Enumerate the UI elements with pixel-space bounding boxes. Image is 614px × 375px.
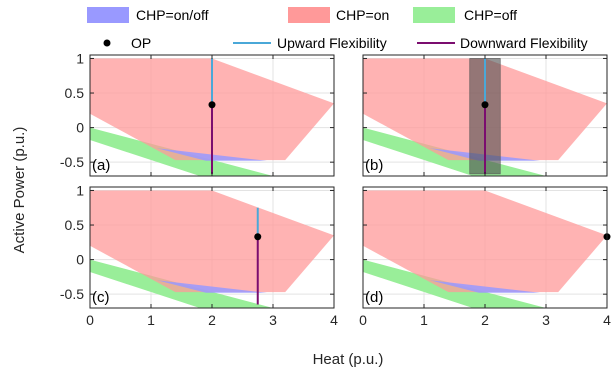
x-tick-label: 2	[208, 312, 216, 328]
legend-label-upward-flexibility: Upward Flexibility	[277, 35, 387, 51]
y-tick-label: 0	[76, 120, 84, 136]
legend-label-op: OP	[131, 35, 151, 51]
x-tick-label: 1	[420, 312, 428, 328]
y-axis-label: Active Power (p.u.)	[11, 127, 28, 254]
operating-point	[254, 233, 262, 241]
y-tick-label: -0.5	[60, 154, 84, 170]
panels: 10.50-0.5 (a) (b)10.50-0.50 1 2 3 4(c)0 1 2 3 4(d)	[60, 50, 611, 328]
panel-c: 10.50-0.50 1 2 3 4(c)	[60, 182, 338, 328]
region-chp-on	[363, 190, 607, 293]
operating-point	[208, 101, 216, 109]
x-tick-label: 4	[330, 312, 338, 328]
panel-b: (b)	[362, 54, 608, 177]
x-tick-label: 0	[359, 312, 367, 328]
x-tick-label: 2	[481, 312, 489, 328]
x-tick-label: 0	[86, 312, 94, 328]
panel-label: (a)	[92, 157, 110, 174]
legend: CHP=on/off CHP=on CHP=off OP Upward Flexibil…	[87, 7, 588, 51]
panel-d: 0 1 2 3 4 (d)	[359, 186, 611, 328]
x-tick-label: 3	[269, 312, 277, 328]
y-tick-label: 0	[76, 252, 84, 268]
y-tick-label: 1	[76, 50, 84, 66]
y-tick-label: 0.5	[65, 217, 85, 233]
x-axis-label: Heat (p.u.)	[313, 351, 384, 368]
legend-label-chp-on: CHP=on	[336, 7, 389, 23]
y-tick-label: 1	[76, 182, 84, 198]
region-chp-off	[90, 259, 273, 308]
legend-label-downward-flexibility: Downward Flexibility	[460, 35, 588, 51]
region-chp-off	[363, 259, 546, 308]
legend-swatch-chp-on-off	[87, 7, 129, 23]
legend-marker-op	[103, 39, 111, 47]
x-tick-label: 3	[542, 312, 550, 328]
region-chp-on	[90, 190, 334, 293]
legend-swatch-chp-off	[413, 7, 455, 23]
panel-label: (d)	[365, 289, 383, 306]
legend-swatch-chp-on	[288, 7, 330, 23]
y-tick-label: -0.5	[60, 286, 84, 302]
panel-a: 1 0.5 0 -0.5 (a)	[60, 50, 335, 177]
region-chp-on-off	[157, 280, 267, 293]
y-tick-label: 0.5	[65, 85, 85, 101]
operating-point	[481, 101, 489, 109]
x-tick-label: 4	[603, 312, 611, 328]
region-chp-on-off	[430, 280, 540, 293]
legend-label-chp-on-off: CHP=on/off	[136, 7, 209, 23]
x-tick-label: 1	[147, 312, 155, 328]
panel-label: (b)	[365, 157, 383, 174]
panel-label: (c)	[92, 289, 110, 306]
legend-label-chp-off: CHP=off	[464, 7, 517, 23]
